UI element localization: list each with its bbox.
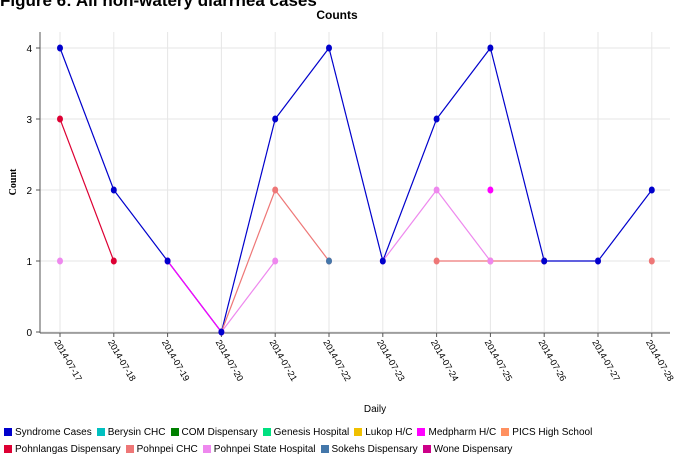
legend-label: Pohnpei CHC	[136, 444, 198, 455]
chart-title: Counts	[316, 8, 358, 22]
data-point	[272, 257, 279, 265]
data-point	[433, 257, 440, 265]
legend-label: Sokehs Dispensary	[331, 444, 418, 455]
x-tick-label: 2014-07-21	[267, 338, 299, 383]
x-tick-label: 2014-07-17	[52, 338, 84, 383]
y-tick-label: 0	[26, 328, 32, 339]
x-tick-label: 2014-07-20	[214, 338, 246, 383]
x-tick-label: 2014-07-24	[429, 338, 461, 383]
legend-label: COM Dispensary	[181, 427, 258, 438]
series-line	[274, 189, 330, 262]
x-tick-label: 2014-07-27	[590, 338, 622, 383]
legend-item: Berysin CHC	[96, 424, 166, 441]
legend-swatch	[96, 428, 105, 436]
x-tick-label: 2014-07-26	[536, 338, 568, 383]
legend-label: Syndrome Cases	[15, 427, 92, 438]
data-point	[272, 115, 279, 123]
data-point	[379, 257, 386, 265]
x-tick-label: 2014-07-18	[106, 338, 138, 383]
series-line	[220, 118, 276, 333]
data-point	[487, 186, 494, 194]
legend-label: Lukop H/C	[365, 427, 413, 438]
y-tick-label: 1	[26, 257, 32, 268]
data-point	[648, 257, 655, 265]
series-line	[59, 118, 115, 262]
data-point	[110, 257, 117, 265]
legend-item: PICS High School	[501, 424, 592, 441]
data-point	[326, 44, 332, 52]
x-axis-label: Daily	[364, 404, 386, 415]
legend-item: Medpharm H/C	[417, 424, 496, 441]
legend-item: Sokehs Dispensary	[320, 441, 418, 458]
legend-item: COM Dispensary	[170, 424, 258, 441]
series-line	[597, 189, 653, 262]
legend-label: Genesis Hospital	[273, 427, 350, 438]
data-point	[487, 257, 494, 265]
legend-label: Berysin CHC	[107, 427, 166, 438]
data-point	[57, 257, 63, 265]
legend-label: Wone Dispensary	[433, 444, 513, 455]
data-point	[164, 257, 171, 265]
legend-swatch	[170, 428, 179, 436]
x-tick-label: 2014-07-28	[644, 338, 674, 383]
line-chart: 0 1 2 3 4 2014-07-17 2014-07-18 2014-07-19 2014-…	[8, 32, 674, 415]
series-line	[436, 47, 491, 120]
data-point	[272, 186, 279, 194]
series-line	[220, 260, 276, 333]
legend-label: Pohnlangas Dispensary	[15, 444, 121, 455]
legend-item: Wone Dispensary	[422, 441, 513, 458]
y-tick-label: 2	[26, 186, 32, 197]
legend-label: PICS High School	[512, 427, 593, 438]
x-tick-label: 2014-07-23	[375, 338, 407, 383]
series-line	[59, 47, 115, 191]
x-tick-label: 2014-07-22	[321, 338, 353, 383]
legend-swatch	[4, 445, 12, 453]
data-point	[487, 44, 494, 52]
legend-item: Pohnpei State Hospital	[202, 441, 316, 458]
x-tick-label: 2014-07-19	[160, 338, 192, 383]
legend-swatch	[417, 428, 426, 436]
legend-swatch	[4, 428, 12, 436]
series-line	[167, 260, 222, 333]
data-point	[110, 186, 117, 194]
data-point	[433, 115, 440, 123]
series-line	[436, 189, 491, 262]
x-tick-label: 2014-07-25	[483, 338, 515, 383]
legend-item: Syndrome Cases	[4, 424, 92, 441]
legend-label: Medpharm H/C	[428, 427, 497, 438]
legend-swatch	[125, 445, 134, 453]
legend-item: Genesis Hospital	[262, 424, 350, 441]
plot-area	[40, 32, 670, 332]
data-point	[595, 257, 601, 265]
legend-item: Lukop H/C	[354, 424, 412, 441]
legend-swatch	[262, 428, 271, 436]
chart-legend: Syndrome Cases Berysin CHC COM Dispensary G…	[4, 424, 670, 458]
series-line	[489, 47, 545, 262]
series-line	[382, 118, 438, 262]
data-point	[218, 328, 225, 336]
series-line	[274, 47, 330, 120]
legend-swatch	[202, 445, 211, 453]
legend-item: Pohnlangas Dispensary	[4, 441, 121, 458]
figure-caption: Figure 6: All non-watery diarrhea cases	[0, 0, 317, 10]
data-point	[326, 257, 332, 265]
data-point	[433, 186, 440, 194]
y-tick-label: 4	[26, 44, 32, 55]
data-point	[57, 115, 63, 123]
data-point	[541, 257, 548, 265]
data-point	[648, 186, 655, 194]
y-tick-label: 3	[26, 115, 32, 126]
legend-swatch	[422, 445, 431, 453]
series-line	[113, 189, 169, 262]
series-line	[382, 189, 438, 262]
series-line	[328, 47, 384, 262]
legend-label: Pohnpei State Hospital	[213, 444, 316, 455]
data-point	[57, 44, 63, 52]
legend-swatch	[354, 428, 363, 436]
series-line	[220, 189, 276, 333]
y-axis-label: Count	[8, 168, 19, 195]
legend-item: Pohnpei CHC	[125, 441, 198, 458]
legend-swatch	[320, 445, 329, 453]
legend-swatch	[501, 428, 510, 436]
